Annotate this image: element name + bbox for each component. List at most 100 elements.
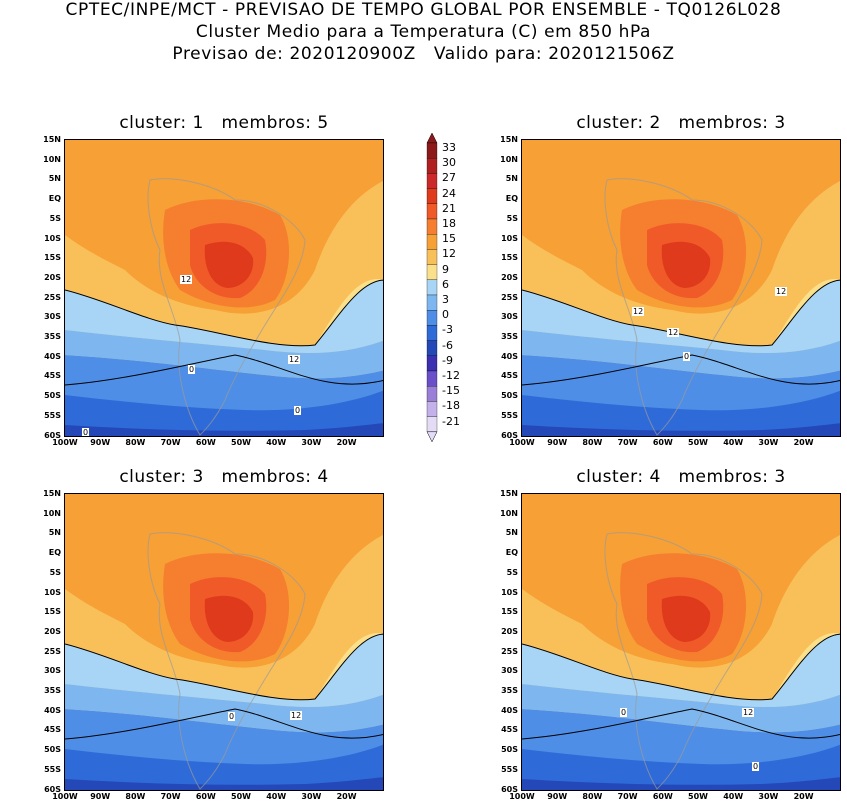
lat-tick: 30S: [501, 666, 518, 676]
lon-tick: 50W: [231, 792, 251, 801]
colorbar-swatch: [426, 188, 438, 204]
colorbar-label: -6: [442, 338, 453, 352]
lat-tick: 55S: [501, 410, 518, 420]
lat-tick: 10N: [43, 508, 61, 518]
panel-1-field: [65, 140, 383, 436]
colorbar-swatch: [426, 203, 438, 220]
contour-label: 0: [620, 708, 628, 717]
lat-tick: 5N: [505, 528, 518, 538]
lat-tick: 40S: [44, 351, 61, 361]
colorbar-label: 27: [442, 171, 456, 185]
colorbar-swatch: [426, 340, 438, 356]
lat-tick: 20S: [501, 626, 518, 636]
colorbar-swatch: [426, 218, 438, 235]
panel-2-field: [522, 140, 840, 436]
header-line-1: CPTEC/INPE/MCT - PREVISAO DE TEMPO GLOBA…: [65, 0, 782, 20]
lon-tick: 90W: [90, 792, 111, 801]
contour-label: 12: [632, 307, 645, 316]
lat-tick: 15N: [43, 489, 61, 498]
lon-tick: 40W: [723, 792, 744, 801]
lon-tick: 60W: [652, 792, 673, 801]
header-line-3: Previsao de: 2020120900Z Valido para: 20…: [172, 44, 675, 64]
lon-tick: 70W: [617, 438, 638, 447]
lon-tick: 20W: [793, 438, 814, 447]
contour-label: 12: [288, 355, 301, 364]
contour-label: 0: [228, 712, 236, 721]
colorbar-label: -3: [442, 323, 453, 337]
lon-tick: 100W: [52, 792, 78, 801]
colorbar-label: 33: [442, 141, 456, 154]
colorbar-swatch: [426, 310, 438, 326]
lat-tick: 30S: [44, 666, 61, 676]
panel-4-title: cluster: 4 membros: 3: [576, 467, 786, 487]
colorbar-swatch: [426, 279, 438, 296]
lon-tick: 80W: [125, 438, 146, 447]
lon-tick: 60W: [195, 438, 216, 447]
lon-tick: 90W: [547, 792, 568, 801]
colorbar-swatch: [426, 264, 438, 280]
lon-tick: 70W: [160, 792, 181, 801]
colorbar-swatch: [426, 294, 438, 311]
lat-tick: 35S: [44, 686, 61, 695]
lat-tick: 10S: [501, 233, 518, 243]
lat-tick: 20S: [44, 626, 61, 636]
lat-tick: 5S: [49, 213, 61, 223]
panel-3-map: 12 0: [64, 493, 384, 791]
contour-label: 0: [188, 365, 196, 374]
lon-tick: 30W: [301, 792, 322, 801]
lon-tick: 40W: [723, 438, 744, 447]
colorbar: [426, 133, 438, 443]
colorbar-swatch: [426, 142, 438, 159]
lon-tick: 100W: [509, 792, 535, 801]
lon-tick: 100W: [509, 438, 535, 447]
colorbar-label: -18: [442, 399, 460, 413]
lat-tick: 5N: [48, 528, 61, 538]
lat-tick: 60S: [44, 430, 61, 440]
lat-tick: 55S: [44, 764, 61, 774]
lat-tick: 15S: [44, 607, 61, 617]
colorbar-swatch: [426, 158, 438, 174]
colorbar-swatch: [426, 386, 438, 402]
lon-tick: 30W: [758, 792, 779, 801]
colorbar-swatch: [426, 325, 438, 341]
colorbar-swatch: [426, 416, 438, 432]
lat-tick: 5N: [505, 174, 518, 184]
lat-tick: 30S: [501, 312, 518, 322]
lat-tick: 45S: [501, 725, 518, 735]
colorbar-label: 21: [442, 201, 456, 215]
colorbar-label: 30: [442, 156, 456, 170]
lat-tick: 60S: [501, 784, 518, 794]
lat-tick: 15N: [43, 135, 61, 144]
lon-tick: 20W: [336, 792, 357, 801]
colorbar-label: -9: [442, 353, 453, 367]
panel-3-title: cluster: 3 membros: 4: [119, 467, 329, 487]
lon-tick: 80W: [582, 438, 603, 447]
panel-2-map: 12 12 12 0: [521, 139, 841, 437]
lon-tick: 20W: [793, 792, 814, 801]
colorbar-swatch: [426, 234, 438, 250]
panel-4-map: 12 0 0: [521, 493, 841, 791]
contour-label: 12: [667, 328, 680, 337]
lon-tick: 50W: [688, 438, 708, 447]
contour-label: 12: [180, 275, 193, 284]
panel-4-field: [522, 494, 840, 790]
lon-tick: 50W: [231, 438, 251, 447]
panel-2-title: cluster: 2 membros: 3: [576, 113, 786, 133]
lat-tick: 60S: [501, 430, 518, 440]
lat-tick: 10N: [500, 508, 518, 518]
colorbar-swatch: [426, 370, 438, 387]
colorbar-swatch: [426, 249, 438, 265]
lat-tick: 45S: [44, 725, 61, 735]
contour-label: 0: [294, 406, 302, 415]
lon-tick: 70W: [617, 792, 638, 801]
lat-tick: 25S: [44, 646, 61, 656]
colorbar-swatch: [426, 355, 438, 372]
lat-tick: 5S: [49, 567, 61, 577]
lat-tick: 20S: [44, 272, 61, 282]
lon-tick: 90W: [547, 438, 568, 447]
lat-tick: 40S: [501, 351, 518, 361]
lat-tick: 35S: [501, 332, 518, 341]
lat-tick: 50S: [501, 391, 518, 401]
lat-tick: 50S: [501, 745, 518, 755]
contour-label: 0: [82, 428, 90, 437]
